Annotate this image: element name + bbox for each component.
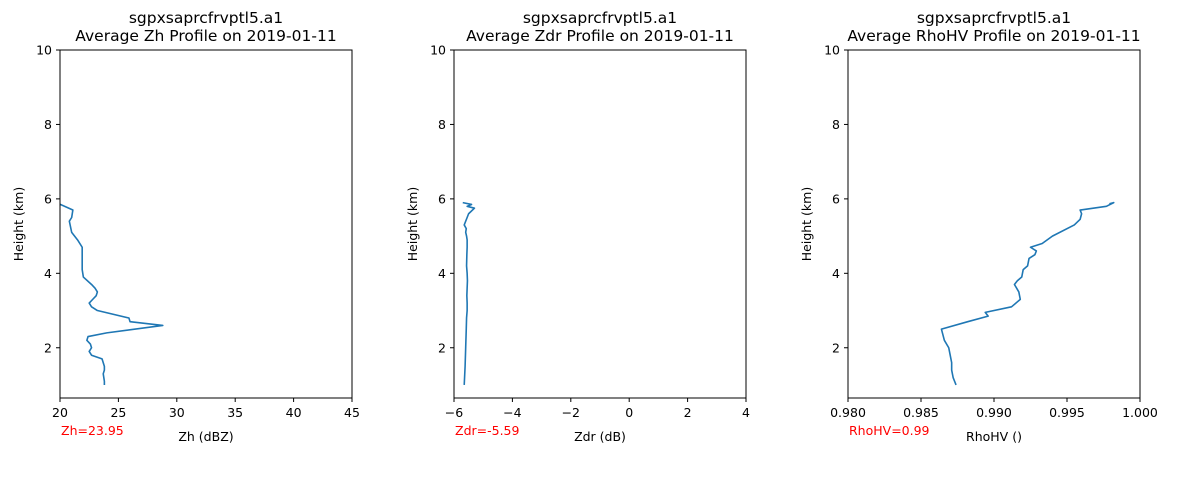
x-tick-label: 0 [625, 405, 633, 420]
x-tick-label: 40 [286, 405, 302, 420]
y-tick-label: 10 [36, 43, 52, 58]
plot-area [848, 50, 1140, 398]
x-tick-label: 4 [742, 405, 750, 420]
y-tick-label: 4 [44, 266, 52, 281]
x-tick-label: 1.000 [1122, 405, 1158, 420]
profile-line [462, 201, 476, 386]
x-tick-label: 0.990 [976, 405, 1012, 420]
chart-title: sgpxsaprcfrvptl5.a1 [523, 9, 677, 27]
plot-marks [462, 201, 476, 386]
chart-subtitle: Average RhoHV Profile on 2019-01-11 [847, 27, 1140, 45]
y-tick-label: 4 [832, 266, 840, 281]
y-axis-ticks: 2 4 6 8 10 [36, 43, 60, 355]
profile-line [60, 203, 164, 385]
x-tick-label: 25 [110, 405, 126, 420]
chart-subtitle: Average Zdr Profile on 2019-01-11 [466, 27, 734, 45]
y-tick-label: 6 [438, 191, 446, 206]
x-axis-label: Zdr (dB) [574, 429, 626, 444]
plot-marks [940, 201, 1115, 386]
y-axis-ticks: 2 4 6 8 10 [824, 43, 848, 355]
y-tick-label: 6 [832, 191, 840, 206]
mean-annotation: Zdr=-5.59 [455, 423, 520, 438]
y-tick-label: 4 [438, 266, 446, 281]
y-axis-ticks: 2 4 6 8 10 [430, 43, 454, 355]
chart-title: sgpxsaprcfrvptl5.a1 [129, 9, 283, 27]
y-tick-label: 2 [832, 340, 840, 355]
x-tick-label: −2 [562, 405, 580, 420]
x-tick-label: 30 [169, 405, 185, 420]
y-axis-label: Height (km) [405, 187, 420, 261]
y-tick-label: 2 [438, 340, 446, 355]
chart-panel-zdr: sgpxsaprcfrvptl5.a1 Average Zdr Profile … [405, 9, 750, 444]
y-tick-label: 8 [438, 117, 446, 132]
y-tick-label: 2 [44, 340, 52, 355]
y-tick-label: 10 [430, 43, 446, 58]
x-axis-label: RhoHV () [966, 429, 1022, 444]
chart-subtitle: Average Zh Profile on 2019-01-11 [75, 27, 336, 45]
plot-marks [60, 203, 164, 385]
y-axis-label: Height (km) [799, 187, 814, 261]
x-tick-label: 45 [344, 405, 360, 420]
x-tick-label: 20 [52, 405, 68, 420]
x-tick-label: 0.985 [903, 405, 939, 420]
chart-panel-rhohv: sgpxsaprcfrvptl5.a1 Average RhoHV Profil… [799, 9, 1158, 444]
x-tick-label: −4 [503, 405, 521, 420]
plot-frame [453, 49, 747, 399]
y-axis-label: Height (km) [11, 187, 26, 261]
y-tick-label: 8 [832, 117, 840, 132]
profile-line [940, 201, 1115, 386]
x-tick-label: 35 [227, 405, 243, 420]
y-tick-label: 8 [44, 117, 52, 132]
mean-annotation: RhoHV=0.99 [849, 423, 930, 438]
plot-area [60, 50, 352, 398]
y-tick-label: 6 [44, 191, 52, 206]
x-tick-label: 2 [684, 405, 692, 420]
x-axis-label: Zh (dBZ) [178, 429, 233, 444]
y-tick-label: 10 [824, 43, 840, 58]
mean-annotation: Zh=23.95 [61, 423, 124, 438]
x-axis-ticks: −6 −4 −2 0 2 4 [445, 398, 750, 420]
x-tick-label: 0.980 [830, 405, 866, 420]
plot-frame [59, 49, 353, 399]
x-tick-label: 0.995 [1049, 405, 1085, 420]
x-tick-label: −6 [445, 405, 463, 420]
plot-area [454, 50, 746, 398]
chart-title: sgpxsaprcfrvptl5.a1 [917, 9, 1071, 27]
x-axis-ticks: 20 25 30 35 40 45 [52, 398, 360, 420]
chart-panel-zh: sgpxsaprcfrvptl5.a1 Average Zh Profile o… [11, 9, 360, 444]
x-axis-ticks: 0.980 0.985 0.990 0.995 1.000 [830, 398, 1158, 420]
